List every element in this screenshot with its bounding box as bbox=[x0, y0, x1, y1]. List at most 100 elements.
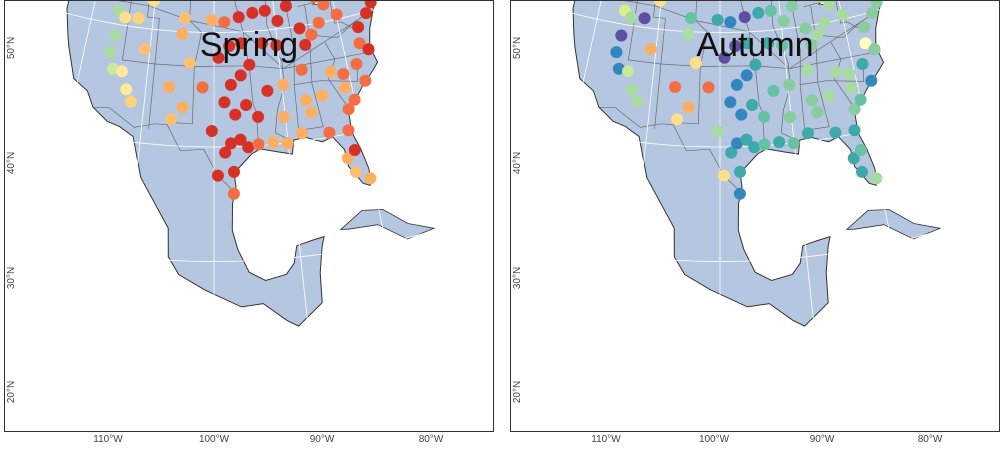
station-marker bbox=[252, 110, 265, 123]
station-marker bbox=[738, 11, 751, 24]
station-marker bbox=[638, 12, 651, 25]
station-marker bbox=[350, 165, 362, 178]
map-frame bbox=[4, 0, 494, 432]
parallel-line bbox=[4, 210, 494, 262]
station-marker bbox=[740, 69, 753, 82]
station-marker bbox=[830, 65, 843, 78]
lon-label-110: 110°W bbox=[591, 434, 621, 445]
station-marker bbox=[671, 113, 684, 126]
station-marker bbox=[740, 133, 753, 146]
station-marker bbox=[682, 101, 695, 114]
station-marker bbox=[626, 83, 639, 96]
station-marker bbox=[847, 152, 860, 165]
station-marker bbox=[844, 81, 857, 94]
station-marker bbox=[330, 8, 343, 21]
station-marker bbox=[212, 51, 225, 64]
parallel-line bbox=[510, 210, 1000, 262]
boundary-line bbox=[93, 106, 237, 194]
station-markers bbox=[610, 0, 883, 200]
lat-label-40: 40°N bbox=[512, 152, 523, 174]
station-marker bbox=[654, 0, 667, 7]
station-marker bbox=[811, 106, 824, 119]
station-marker bbox=[364, 0, 377, 9]
station-marker bbox=[148, 0, 161, 7]
station-marker bbox=[725, 146, 738, 159]
station-marker bbox=[717, 169, 730, 182]
station-marker bbox=[323, 126, 336, 139]
station-marker bbox=[749, 58, 762, 71]
station-marker bbox=[352, 21, 365, 34]
station-marker bbox=[612, 62, 625, 75]
station-marker bbox=[353, 37, 366, 50]
meridian-line bbox=[620, 0, 662, 371]
station-marker bbox=[823, 0, 836, 11]
station-marker bbox=[116, 65, 128, 78]
station-marker bbox=[748, 141, 761, 154]
station-marker bbox=[183, 56, 196, 69]
station-marker bbox=[777, 14, 790, 27]
station-marker bbox=[856, 165, 868, 178]
lat-label-50: 50°N bbox=[512, 37, 523, 59]
boundary-line bbox=[294, 80, 321, 85]
station-marker bbox=[741, 37, 754, 50]
lon-label-90: 90°W bbox=[810, 434, 835, 445]
boundary-line bbox=[599, 106, 743, 194]
station-marker bbox=[271, 14, 284, 27]
station-marker bbox=[734, 165, 746, 178]
lat-label-30: 30°N bbox=[512, 267, 523, 289]
station-marker bbox=[232, 11, 245, 24]
station-marker bbox=[295, 63, 308, 76]
station-marker bbox=[163, 81, 176, 93]
parallel-line bbox=[22, 0, 406, 33]
lat-label-20: 20°N bbox=[6, 381, 17, 403]
station-marker bbox=[735, 108, 748, 121]
meridian-line bbox=[901, 0, 1000, 294]
station-marker bbox=[240, 99, 253, 111]
latitude-labels: 20°N 30°N 40°N 50°N bbox=[512, 37, 523, 403]
station-marker bbox=[364, 172, 377, 185]
boundary-line bbox=[618, 0, 870, 70]
station-marker bbox=[848, 103, 861, 116]
station-marker bbox=[630, 95, 643, 108]
station-marker bbox=[783, 78, 796, 91]
station-marker bbox=[119, 11, 132, 24]
station-marker bbox=[293, 22, 306, 35]
station-marker bbox=[859, 37, 872, 50]
boundary-line bbox=[815, 20, 863, 39]
map-title: Spring bbox=[200, 26, 298, 64]
station-marker bbox=[299, 38, 312, 51]
station-marker bbox=[246, 6, 259, 19]
lon-label-90: 90°W bbox=[310, 434, 335, 445]
meridian-line bbox=[522, 0, 602, 355]
station-marker bbox=[729, 40, 742, 52]
autumn-map-panel: Autumn 20°N 30°N 40°N 50°N 110°W 100°W 9… bbox=[510, 0, 1000, 445]
station-marker bbox=[622, 65, 634, 78]
spring-lon-labels: 110°W 100°W 90°W 80°W bbox=[93, 434, 444, 445]
station-marker bbox=[843, 68, 856, 80]
station-marker bbox=[866, 7, 879, 20]
lat-label-20: 20°N bbox=[512, 381, 523, 403]
station-marker bbox=[350, 58, 363, 70]
meridian-line bbox=[16, 0, 96, 355]
boundary-line bbox=[800, 80, 827, 85]
station-marker bbox=[870, 0, 883, 9]
station-marker bbox=[801, 127, 814, 140]
station-marker bbox=[848, 124, 861, 137]
station-marker bbox=[348, 144, 361, 156]
station-marker bbox=[312, 16, 325, 29]
station-marker bbox=[337, 68, 350, 80]
station-marker bbox=[870, 172, 883, 185]
station-marker bbox=[724, 16, 737, 29]
station-marker bbox=[360, 7, 373, 20]
station-marker bbox=[317, 0, 330, 11]
station-marker bbox=[702, 81, 715, 94]
station-marker bbox=[258, 4, 271, 17]
station-marker bbox=[196, 81, 209, 94]
station-marker bbox=[218, 16, 231, 29]
station-marker bbox=[644, 43, 657, 56]
station-marker bbox=[235, 37, 248, 50]
boundary-line bbox=[309, 20, 357, 39]
station-marker bbox=[773, 136, 786, 149]
autumn-map: Autumn 20°N 30°N 40°N 50°N bbox=[510, 0, 1000, 432]
station-marker bbox=[106, 62, 119, 75]
